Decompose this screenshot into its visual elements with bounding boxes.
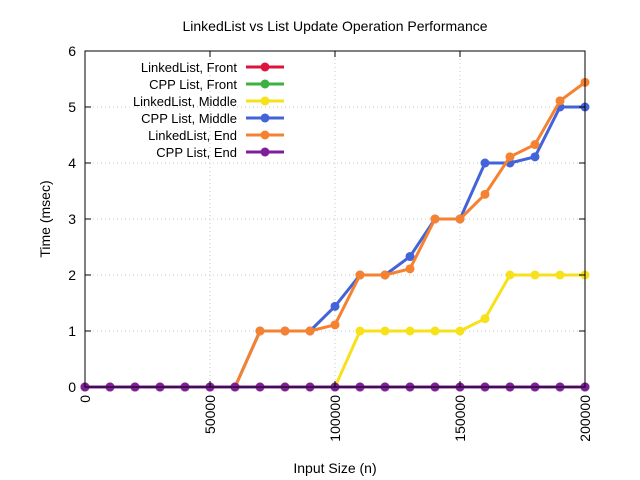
legend-label: CPP List, End bbox=[156, 145, 237, 160]
x-tick-label: 50000 bbox=[202, 395, 218, 434]
legend-label: LinkedList, Middle bbox=[133, 94, 237, 109]
x-tick-label: 100000 bbox=[327, 395, 343, 442]
legend: LinkedList, Front CPP List, Front LinkedLi… bbox=[133, 60, 284, 160]
data-point bbox=[355, 326, 365, 336]
legend-label: CPP List, Middle bbox=[141, 111, 237, 126]
data-point bbox=[455, 326, 465, 336]
y-tick-label: 3 bbox=[68, 211, 76, 227]
data-point bbox=[505, 152, 515, 162]
legend-entry: LinkedList, Front bbox=[141, 60, 284, 75]
y-tick-label: 4 bbox=[68, 155, 76, 171]
legend-label: CPP List, Front bbox=[149, 77, 237, 92]
data-point bbox=[305, 326, 315, 336]
y-tick-label: 6 bbox=[68, 43, 76, 59]
legend-entry: LinkedList, Middle bbox=[133, 94, 284, 109]
legend-entry: CPP List, End bbox=[156, 145, 284, 160]
data-point bbox=[480, 314, 490, 324]
x-axis-label: Input Size (n) bbox=[293, 460, 376, 476]
y-tick-label: 5 bbox=[68, 99, 76, 115]
legend-entry: CPP List, Middle bbox=[141, 111, 284, 126]
y-tick-label: 0 bbox=[68, 379, 76, 395]
legend-swatch-point bbox=[260, 62, 270, 72]
chart-title: LinkedList vs List Update Operation Perf… bbox=[182, 18, 487, 34]
legend-swatch-point bbox=[260, 79, 270, 89]
data-point bbox=[330, 301, 340, 311]
data-point bbox=[455, 214, 465, 224]
legend-label: LinkedList, Front bbox=[141, 60, 237, 75]
data-point bbox=[480, 158, 490, 168]
x-tick-label: 0 bbox=[77, 395, 93, 403]
legend-swatch-point bbox=[260, 113, 270, 123]
axis-ticks: 0 1 2 3 4 5 6 0 50000 100000 150000 200000 bbox=[68, 43, 593, 442]
legend-entry: LinkedList, End bbox=[148, 128, 284, 143]
legend-swatch-point bbox=[260, 96, 270, 106]
data-point bbox=[430, 326, 440, 336]
data-point bbox=[430, 214, 440, 224]
data-point bbox=[355, 270, 365, 280]
data-point bbox=[505, 270, 515, 280]
legend-swatch-point bbox=[260, 130, 270, 140]
data-point bbox=[405, 252, 415, 262]
data-point bbox=[530, 140, 540, 150]
data-point bbox=[480, 189, 490, 199]
data-point bbox=[530, 152, 540, 162]
y-tick-label: 2 bbox=[68, 267, 76, 283]
data-point bbox=[555, 270, 565, 280]
data-point bbox=[405, 326, 415, 336]
y-tick-label: 1 bbox=[68, 323, 76, 339]
data-point bbox=[380, 326, 390, 336]
data-point bbox=[255, 326, 265, 336]
data-point bbox=[380, 270, 390, 280]
legend-swatch-point bbox=[260, 147, 270, 157]
legend-entry: CPP List, Front bbox=[149, 77, 284, 92]
data-point bbox=[405, 264, 415, 274]
data-point bbox=[555, 96, 565, 106]
data-point bbox=[530, 270, 540, 280]
data-point bbox=[330, 320, 340, 330]
legend-label: LinkedList, End bbox=[148, 128, 237, 143]
x-tick-label: 200000 bbox=[577, 395, 593, 442]
data-point bbox=[280, 326, 290, 336]
y-axis-label: Time (msec) bbox=[37, 180, 53, 257]
x-tick-label: 150000 bbox=[452, 395, 468, 442]
